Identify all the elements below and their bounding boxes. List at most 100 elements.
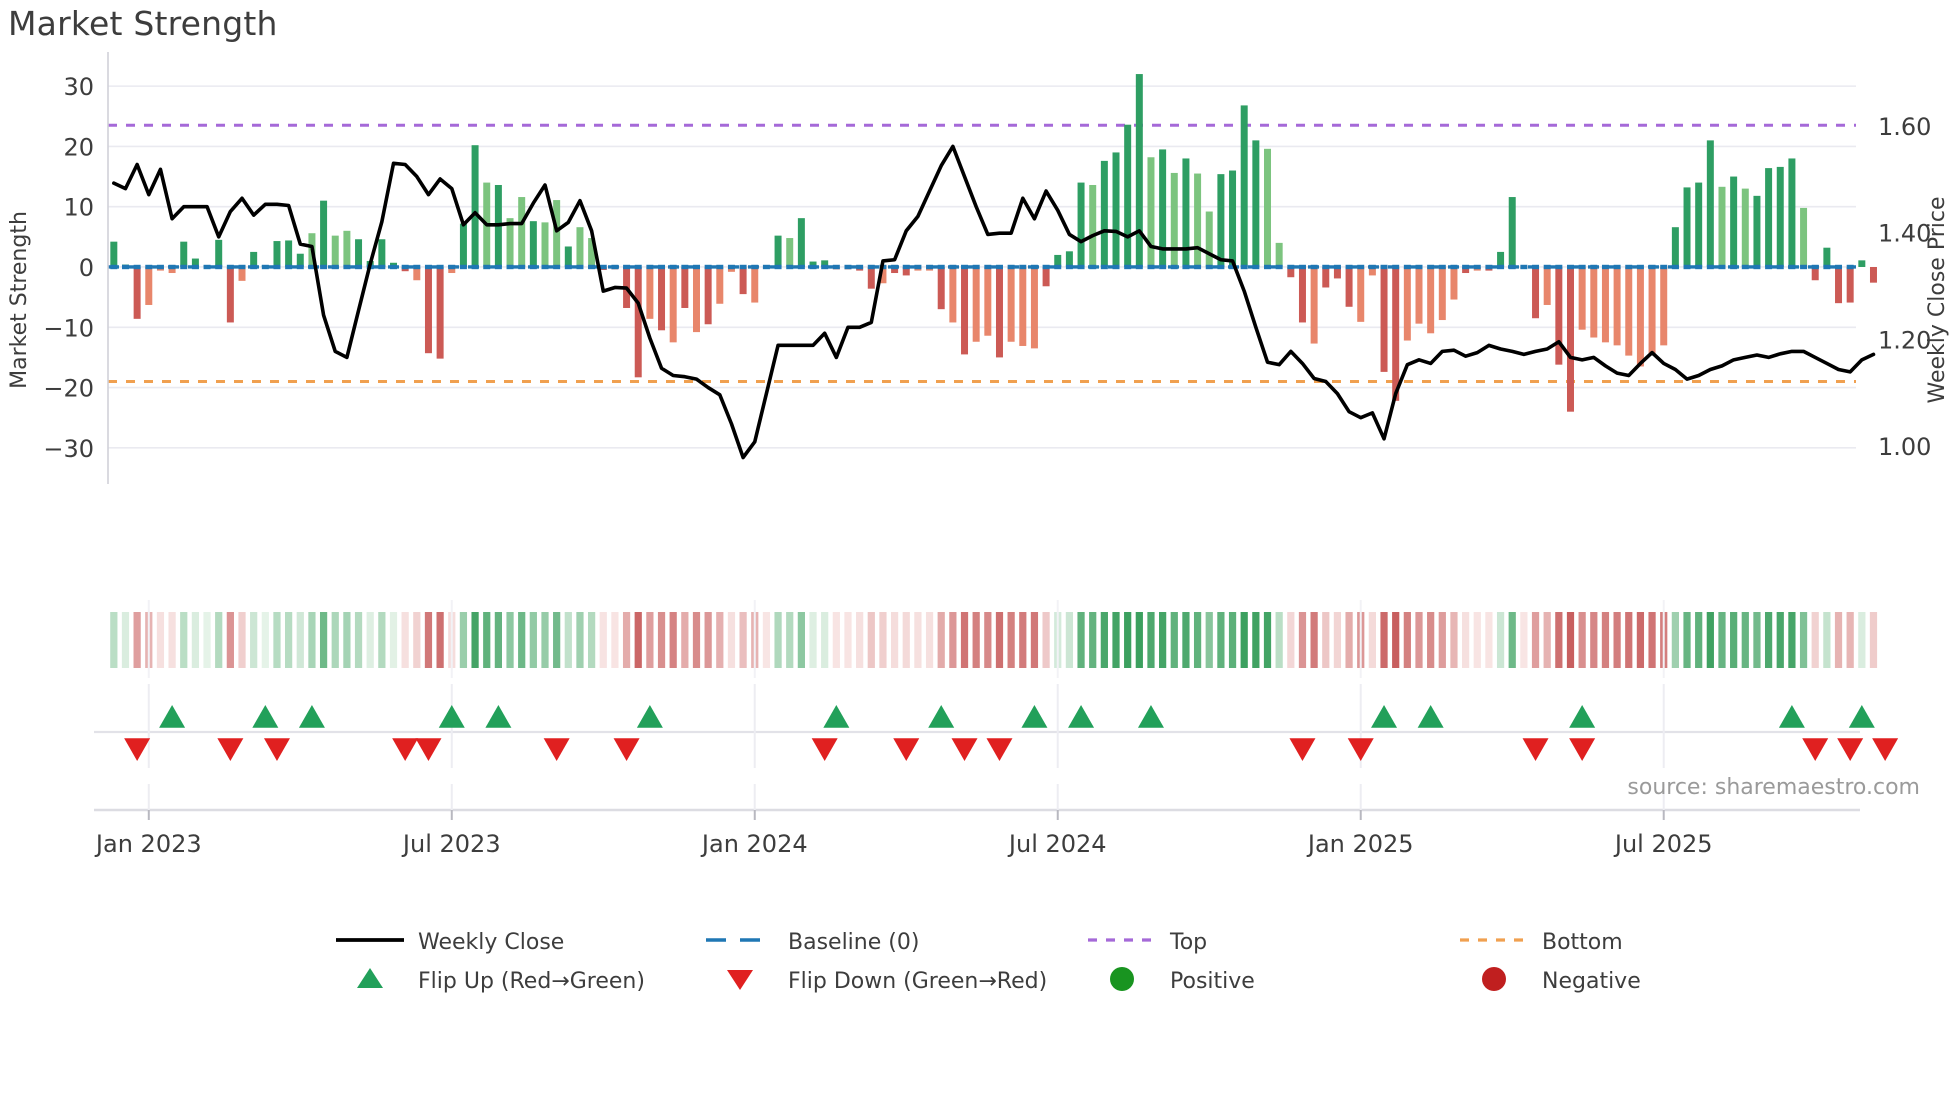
- heatmap-cell: [786, 612, 794, 668]
- baseline-segment: [984, 264, 992, 270]
- flip-down-marker: [893, 738, 920, 761]
- strength-bar: [634, 266, 642, 378]
- strength-bar: [879, 266, 887, 284]
- baseline-segment: [1287, 264, 1295, 270]
- legend-item: Flip Up (Red→Green): [357, 968, 645, 994]
- strength-bar: [1077, 182, 1085, 267]
- baseline-segment: [856, 264, 864, 270]
- legend-circle-icon: [1110, 967, 1134, 991]
- strength-bar: [1368, 266, 1376, 276]
- baseline-segment: [1497, 264, 1505, 270]
- heatmap-cell: [1427, 612, 1435, 668]
- legend-circle-icon: [1482, 967, 1506, 991]
- strength-bar: [226, 266, 234, 323]
- heatmap-cell: [1508, 612, 1516, 668]
- strength-bar: [1753, 195, 1761, 267]
- legend-label: Positive: [1170, 969, 1255, 994]
- strength-bar: [1858, 260, 1866, 267]
- heatmap-cell: [1485, 612, 1493, 668]
- heatmap-cell: [1007, 612, 1015, 668]
- heatmap-cell: [1030, 612, 1039, 668]
- strength-bar: [191, 258, 199, 267]
- left-tick-label: −10: [43, 314, 94, 342]
- flip-up-marker: [1068, 705, 1095, 728]
- baseline-segment: [1229, 264, 1237, 270]
- heatmap-cell: [436, 612, 444, 668]
- strength-bar: [1380, 266, 1388, 372]
- baseline-segment: [483, 264, 491, 270]
- heatmap-cell: [1706, 612, 1714, 668]
- baseline-segment: [1520, 264, 1528, 270]
- strength-bar: [343, 230, 351, 267]
- strength-bar: [459, 223, 467, 267]
- strength-bar: [1741, 188, 1749, 267]
- heatmap-cell: [890, 612, 899, 668]
- heatmap-cell: [331, 612, 339, 668]
- strength-bar: [320, 200, 328, 267]
- flip-down-marker: [951, 738, 978, 761]
- baseline-segment: [448, 264, 456, 270]
- strength-bar: [995, 266, 1003, 358]
- heatmap-cell: [576, 612, 584, 668]
- baseline-segment: [681, 264, 689, 270]
- strength-bar: [646, 266, 654, 319]
- legend-item: Weekly Close: [336, 930, 564, 955]
- strength-bar: [1765, 168, 1773, 267]
- legend-label: Negative: [1542, 969, 1641, 994]
- strength-bar: [1683, 187, 1691, 267]
- strength-bar: [774, 235, 782, 267]
- heatmap-cell: [156, 612, 165, 668]
- strength-bar: [1287, 266, 1295, 278]
- baseline-segment: [401, 264, 409, 270]
- strength-bar: [506, 218, 514, 267]
- heatmap-cell: [657, 612, 666, 668]
- heatmap-cell: [1858, 612, 1866, 668]
- strength-bar: [424, 266, 432, 354]
- strength-bar: [1660, 266, 1668, 346]
- baseline-segment: [774, 264, 782, 270]
- heatmap-cell: [1019, 612, 1027, 668]
- flip-up-marker: [485, 705, 512, 728]
- heatmap-cell: [1438, 612, 1446, 668]
- baseline-segment: [1077, 264, 1085, 270]
- heatmap-cell: [1100, 612, 1108, 668]
- baseline-segment: [891, 264, 899, 270]
- heatmap-cell: [1368, 612, 1376, 668]
- baseline-segment: [1532, 264, 1540, 270]
- flip-down-marker: [613, 738, 640, 761]
- baseline-segment: [949, 264, 957, 270]
- strength-bar: [937, 266, 945, 310]
- heatmap-cell: [1671, 612, 1679, 668]
- strength-bar: [529, 221, 537, 267]
- strength-bar: [1403, 266, 1411, 341]
- legend-item: Baseline (0): [706, 930, 919, 955]
- baseline-segment: [424, 264, 432, 270]
- heatmap-cell: [1718, 612, 1726, 668]
- heatmap-cell: [1380, 612, 1388, 668]
- heatmap-cell: [1322, 612, 1330, 668]
- strength-bar: [902, 266, 910, 276]
- baseline-segment: [1625, 264, 1633, 270]
- baseline-segment: [226, 264, 234, 270]
- heatmap-cell: [1089, 612, 1097, 668]
- heatmap-cell: [1473, 612, 1481, 668]
- baseline-segment: [541, 264, 549, 270]
- strength-bar: [1578, 266, 1586, 330]
- strength-bar: [1730, 176, 1738, 267]
- heatmap-cell: [529, 612, 537, 668]
- baseline-segment: [1065, 264, 1073, 270]
- heatmap-cell: [413, 612, 421, 668]
- strength-bar: [1229, 170, 1237, 267]
- x-axis: Jan 2023 Jul 2023 Jan 2024 Jul 2024 Jan 2025…: [94, 784, 1860, 858]
- baseline-segment: [995, 264, 1003, 270]
- strength-bar: [727, 266, 735, 272]
- baseline-segment: [1485, 264, 1493, 270]
- strength-bar: [891, 266, 899, 274]
- strength-bar: [436, 266, 444, 359]
- legend-triangle-up-icon: [357, 968, 383, 988]
- heatmap-cell: [1135, 612, 1143, 668]
- strength-bar: [588, 238, 596, 267]
- heatmap-cell: [809, 612, 817, 668]
- right-axis-title: Weekly Close Price: [1925, 197, 1950, 404]
